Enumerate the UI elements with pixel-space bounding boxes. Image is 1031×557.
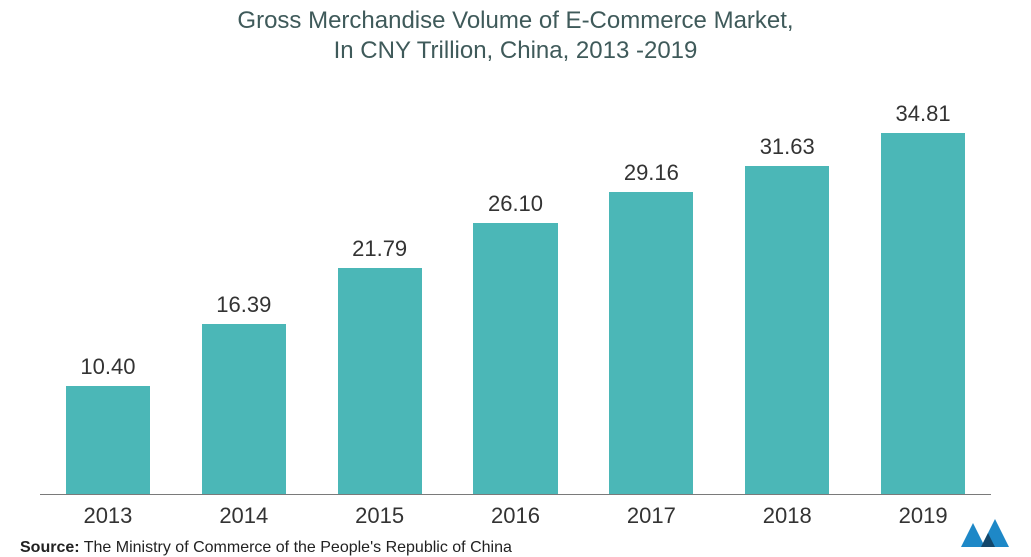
x-axis-label: 2015 [312, 503, 448, 529]
bar-slot: 16.39 [176, 84, 312, 494]
bar-value-label: 10.40 [80, 354, 135, 380]
bar-slot: 26.10 [448, 84, 584, 494]
x-axis: 2013201420152016201720182019 [40, 503, 991, 529]
bar-value-label: 26.10 [488, 191, 543, 217]
x-axis-label: 2018 [719, 503, 855, 529]
bar-value-label: 31.63 [760, 134, 815, 160]
bar-slot: 29.16 [583, 84, 719, 494]
x-axis-label: 2014 [176, 503, 312, 529]
bar-value-label: 29.16 [624, 160, 679, 186]
bar [609, 192, 693, 494]
bar [745, 166, 829, 494]
bar-value-label: 21.79 [352, 236, 407, 262]
source-citation: Source: The Ministry of Commerce of the … [20, 539, 1031, 557]
bar [473, 223, 557, 494]
chart-container: Gross Merchandise Volume of E-Commerce M… [0, 0, 1031, 557]
x-axis-label: 2016 [448, 503, 584, 529]
bar [881, 133, 965, 494]
bar [338, 268, 422, 494]
plot-area: 10.40 16.39 21.79 26.10 29.16 31.63 34.81 [40, 84, 991, 495]
bar-slot: 21.79 [312, 84, 448, 494]
bar-slot: 31.63 [719, 84, 855, 494]
bar-value-label: 34.81 [896, 101, 951, 127]
bar [66, 386, 150, 494]
x-axis-label: 2013 [40, 503, 176, 529]
bar [202, 324, 286, 494]
x-axis-label: 2017 [583, 503, 719, 529]
title-line-2: In CNY Trillion, China, 2013 -2019 [0, 36, 1031, 66]
source-label: Source: [20, 539, 80, 556]
bar-value-label: 16.39 [216, 292, 271, 318]
source-text: The Ministry of Commerce of the People's… [84, 539, 512, 556]
bar-slot: 34.81 [855, 84, 991, 494]
brand-logo-icon [961, 519, 1017, 547]
bar-slot: 10.40 [40, 84, 176, 494]
title-line-1: Gross Merchandise Volume of E-Commerce M… [0, 6, 1031, 36]
chart-title: Gross Merchandise Volume of E-Commerce M… [0, 0, 1031, 66]
